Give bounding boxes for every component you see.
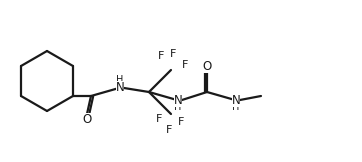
Text: N: N: [174, 93, 182, 106]
Text: F: F: [178, 117, 184, 127]
Text: O: O: [83, 112, 92, 126]
Text: H: H: [116, 75, 124, 85]
Text: F: F: [158, 51, 164, 61]
Text: N: N: [115, 81, 125, 93]
Text: H: H: [232, 102, 240, 112]
Text: F: F: [182, 60, 188, 70]
Text: F: F: [170, 49, 176, 59]
Text: F: F: [156, 114, 162, 124]
Text: H: H: [174, 102, 182, 112]
Text: O: O: [202, 59, 212, 73]
Text: F: F: [166, 125, 172, 135]
Text: N: N: [232, 93, 240, 106]
